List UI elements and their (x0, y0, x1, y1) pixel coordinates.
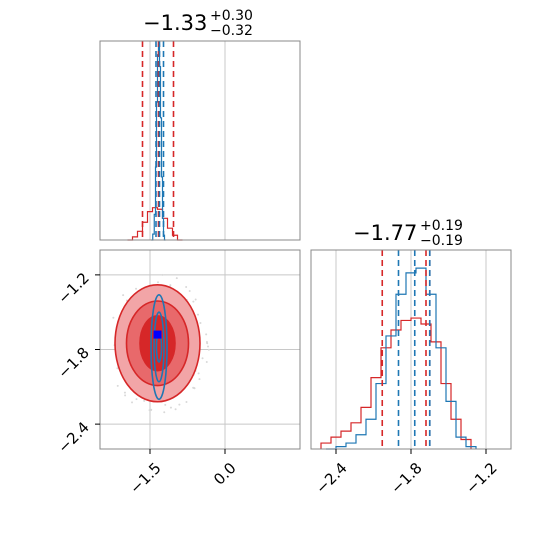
p3-scatter-point (192, 300, 195, 303)
p3-scatter-point (199, 322, 202, 325)
p3-xtick-label: −1.5 (126, 459, 164, 497)
p3-best-fit-marker (153, 330, 162, 339)
p1-title-sup: +0.30 (210, 8, 253, 24)
p3-scatter-point (163, 411, 166, 414)
panel-joint-2d: −1.5 0.0 −1.2 −1.8 −2.4 (54, 249, 301, 498)
p3-scatter-point (156, 281, 159, 284)
p1-title-main: −1.33 (143, 11, 207, 35)
p3-scatter-point (148, 409, 151, 412)
panel-param-1-marginal: −1.33 +0.30 −0.32 (99, 8, 301, 241)
p3-scatter-point (178, 403, 181, 406)
p3-red-contour-2 (139, 315, 176, 372)
p1-title-sub: −0.32 (210, 23, 253, 39)
p3-scatter-point (207, 345, 210, 348)
p3-scatter-point (131, 401, 134, 404)
p3-xtick-label: 0.0 (210, 459, 240, 489)
p3-x-tick-labels: −1.5 0.0 (126, 449, 240, 498)
p3-scatter-point (169, 406, 172, 409)
p3-scatter-point (164, 403, 167, 406)
p3-scatter-point (135, 287, 138, 290)
p3-scatter-point (174, 408, 177, 411)
p3-scatter-point (122, 294, 125, 297)
p2-x-tick-labels: −2.4 −1.8 −1.2 (312, 449, 501, 498)
p3-scatter-point (169, 284, 172, 287)
p2-title-main: −1.77 (353, 221, 417, 245)
p3-scatter-point (197, 372, 200, 375)
p3-scatter-point (175, 277, 178, 280)
p2-hist-series-0 (320, 317, 472, 449)
p3-scatter-point (196, 313, 199, 316)
p2-xtick-label: −1.2 (462, 459, 500, 497)
p3-scatter-point (123, 391, 126, 394)
p2-histograms (320, 267, 477, 450)
p2-xtick-label: −1.8 (387, 459, 425, 497)
p3-scatter-point (198, 378, 201, 381)
p3-scatter-point (112, 316, 115, 319)
panel-param-2-marginal: −1.77 +0.19 −0.19 −2.4 −1.8 −1.2 (310, 218, 512, 498)
p3-scatter-point (192, 386, 195, 389)
p3-scatter-point (185, 401, 188, 404)
p3-scatter-point (201, 357, 204, 360)
p3-scatter-point (150, 408, 153, 411)
p3-scatter-point (194, 298, 197, 301)
p3-scatter-point (205, 333, 208, 336)
p1-grid (149, 41, 226, 240)
p3-scatter-point (185, 286, 188, 289)
p3-scatter-point (205, 341, 208, 344)
p2-hist-series-1 (326, 267, 477, 450)
p3-ytick-label: −1.8 (54, 344, 92, 382)
p1-axes-frame (99, 40, 301, 241)
p3-ytick-label: −1.2 (54, 269, 92, 307)
p3-contours (114, 284, 201, 403)
p3-scatter-point (188, 289, 191, 292)
p3-y-tick-labels: −1.2 −1.8 −2.4 (54, 269, 100, 457)
p2-quantile-lines (381, 250, 431, 449)
p3-blue-contour-0 (150, 293, 168, 401)
p3-scatter-point (161, 273, 164, 276)
p3-scatter-point (205, 361, 208, 364)
p3-scatter-point (116, 384, 119, 387)
p3-ytick-label: −2.4 (54, 418, 92, 456)
p2-xtick-label: −2.4 (312, 459, 350, 497)
p3-scatter-point (143, 399, 146, 402)
p3-scatter-point (124, 394, 127, 397)
p1-quantile-lines (141, 41, 175, 240)
p2-grid (335, 250, 487, 449)
p3-scatter-point (135, 398, 138, 401)
p3-blue-contour-1 (153, 311, 165, 383)
p2-title-sub: −0.19 (420, 233, 463, 249)
p2-title-sup: +0.19 (420, 218, 463, 234)
p3-scatter-point (207, 348, 210, 351)
